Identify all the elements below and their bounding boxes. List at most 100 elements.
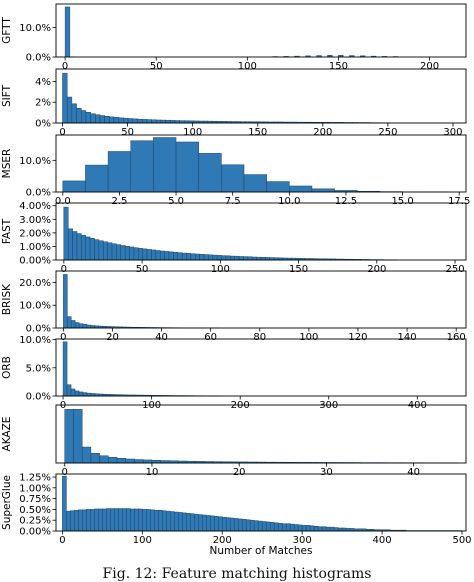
histogram-bar xyxy=(326,527,330,531)
histogram-bar xyxy=(153,138,176,192)
histogram-bar xyxy=(99,241,103,260)
y-tick-label: 10.0% xyxy=(19,23,51,34)
histogram-bar xyxy=(64,207,68,260)
x-tick-label: 20 xyxy=(106,332,119,343)
histogram-bar xyxy=(109,117,114,123)
histogram-bar xyxy=(77,234,81,260)
histogram-bar xyxy=(166,511,170,531)
histogram-bar xyxy=(125,246,129,260)
histogram-bar xyxy=(85,165,108,192)
y-tick-label: 4.00% xyxy=(19,201,51,212)
x-tick-label: 40 xyxy=(155,332,168,343)
y-tick-label: 0.0% xyxy=(26,53,51,64)
x-tick-label: 200 xyxy=(313,127,332,138)
histogram-bar xyxy=(312,189,335,192)
histogram-bar xyxy=(86,112,91,123)
histogram-bar xyxy=(121,245,125,260)
histogram-bar xyxy=(176,142,199,192)
x-tick-label: 15.0 xyxy=(391,196,413,207)
axes-frame xyxy=(56,339,466,396)
histogram-bar xyxy=(147,120,152,123)
axes-frame xyxy=(56,4,466,57)
histogram-bar xyxy=(169,252,173,260)
x-tick-label: 50 xyxy=(136,264,149,275)
histogram-bar xyxy=(191,254,195,260)
histogram-bar xyxy=(156,251,160,261)
histogram-bar xyxy=(142,509,146,531)
histogram-bar xyxy=(98,509,102,531)
histogram-bar xyxy=(210,516,214,531)
x-tick-label: 0 xyxy=(59,535,65,546)
histogram-bar xyxy=(62,476,66,531)
x-tick-label: 2.5 xyxy=(111,196,127,207)
histogram-bar xyxy=(138,509,142,531)
x-tick-label: 60 xyxy=(204,332,217,343)
histogram-bar xyxy=(234,518,238,531)
histogram-bar xyxy=(130,247,134,260)
histogram-bar xyxy=(91,453,100,463)
histogram-bar xyxy=(63,181,86,192)
histogram-bar xyxy=(290,524,294,531)
histogram-bar xyxy=(218,517,222,531)
histogram-bar xyxy=(100,116,105,123)
x-tick-label: 250 xyxy=(445,264,464,275)
x-tick-label: 100 xyxy=(299,332,318,343)
histogram-bar xyxy=(73,232,77,261)
x-tick-label: 100 xyxy=(142,400,161,411)
histogram-bar xyxy=(117,458,126,463)
histogram-bar xyxy=(239,256,243,260)
histogram-bar xyxy=(123,118,128,123)
histogram-bar xyxy=(147,249,151,260)
histogram-bar xyxy=(289,186,312,192)
x-tick-label: 150 xyxy=(289,264,308,275)
x-tick-label: 400 xyxy=(408,400,427,411)
histogram-bar xyxy=(238,519,242,531)
x-tick-label: 400 xyxy=(373,535,392,546)
histogram-bar xyxy=(221,165,244,192)
histogram-bar xyxy=(133,119,138,123)
y-tick-label: 0.0% xyxy=(26,324,51,335)
histogram-bar xyxy=(63,342,67,396)
histogram-bar xyxy=(90,509,94,531)
histogram-bar xyxy=(67,317,71,328)
histogram-bar xyxy=(142,119,147,123)
histogram-bar xyxy=(95,115,100,123)
y-tick-label: 0% xyxy=(35,119,51,130)
x-tick-label: 17.5 xyxy=(448,196,470,207)
histogram-bar xyxy=(72,104,77,123)
histogram-bar xyxy=(267,182,290,192)
histogram-bar xyxy=(75,323,79,328)
histogram-bar xyxy=(81,111,86,123)
y-tick-label: 0.25% xyxy=(19,516,51,527)
y-axis-label: MSER xyxy=(1,149,13,179)
histogram-bar xyxy=(73,409,82,463)
histogram-bar xyxy=(150,510,154,531)
x-tick-label: 160 xyxy=(447,332,466,343)
histogram-bar xyxy=(118,509,122,531)
histogram-bar xyxy=(206,515,210,531)
histogram-bar xyxy=(306,525,310,531)
histogram-bar xyxy=(338,528,342,531)
histogram-bar xyxy=(63,73,68,123)
histogram-bar xyxy=(165,251,169,260)
histogram-bar xyxy=(131,141,154,192)
histogram-bar xyxy=(114,117,119,123)
histogram-bar xyxy=(258,521,262,531)
x-tick-label: 100 xyxy=(183,127,202,138)
histogram-bar xyxy=(78,510,82,531)
histogram-bar xyxy=(137,119,142,123)
histogram-bar xyxy=(146,509,150,531)
histogram-bar xyxy=(204,255,208,260)
histogram-bar xyxy=(208,255,212,260)
y-tick-label: 10.0% xyxy=(19,156,51,167)
x-tick-label: 0 xyxy=(61,264,67,275)
histogram-bar xyxy=(190,514,194,531)
histogram-bar xyxy=(83,393,87,396)
histogram-bar xyxy=(74,510,78,531)
x-tick-label: 100 xyxy=(238,61,257,72)
histogram-bar xyxy=(67,385,71,396)
histogram-bar xyxy=(114,509,118,531)
